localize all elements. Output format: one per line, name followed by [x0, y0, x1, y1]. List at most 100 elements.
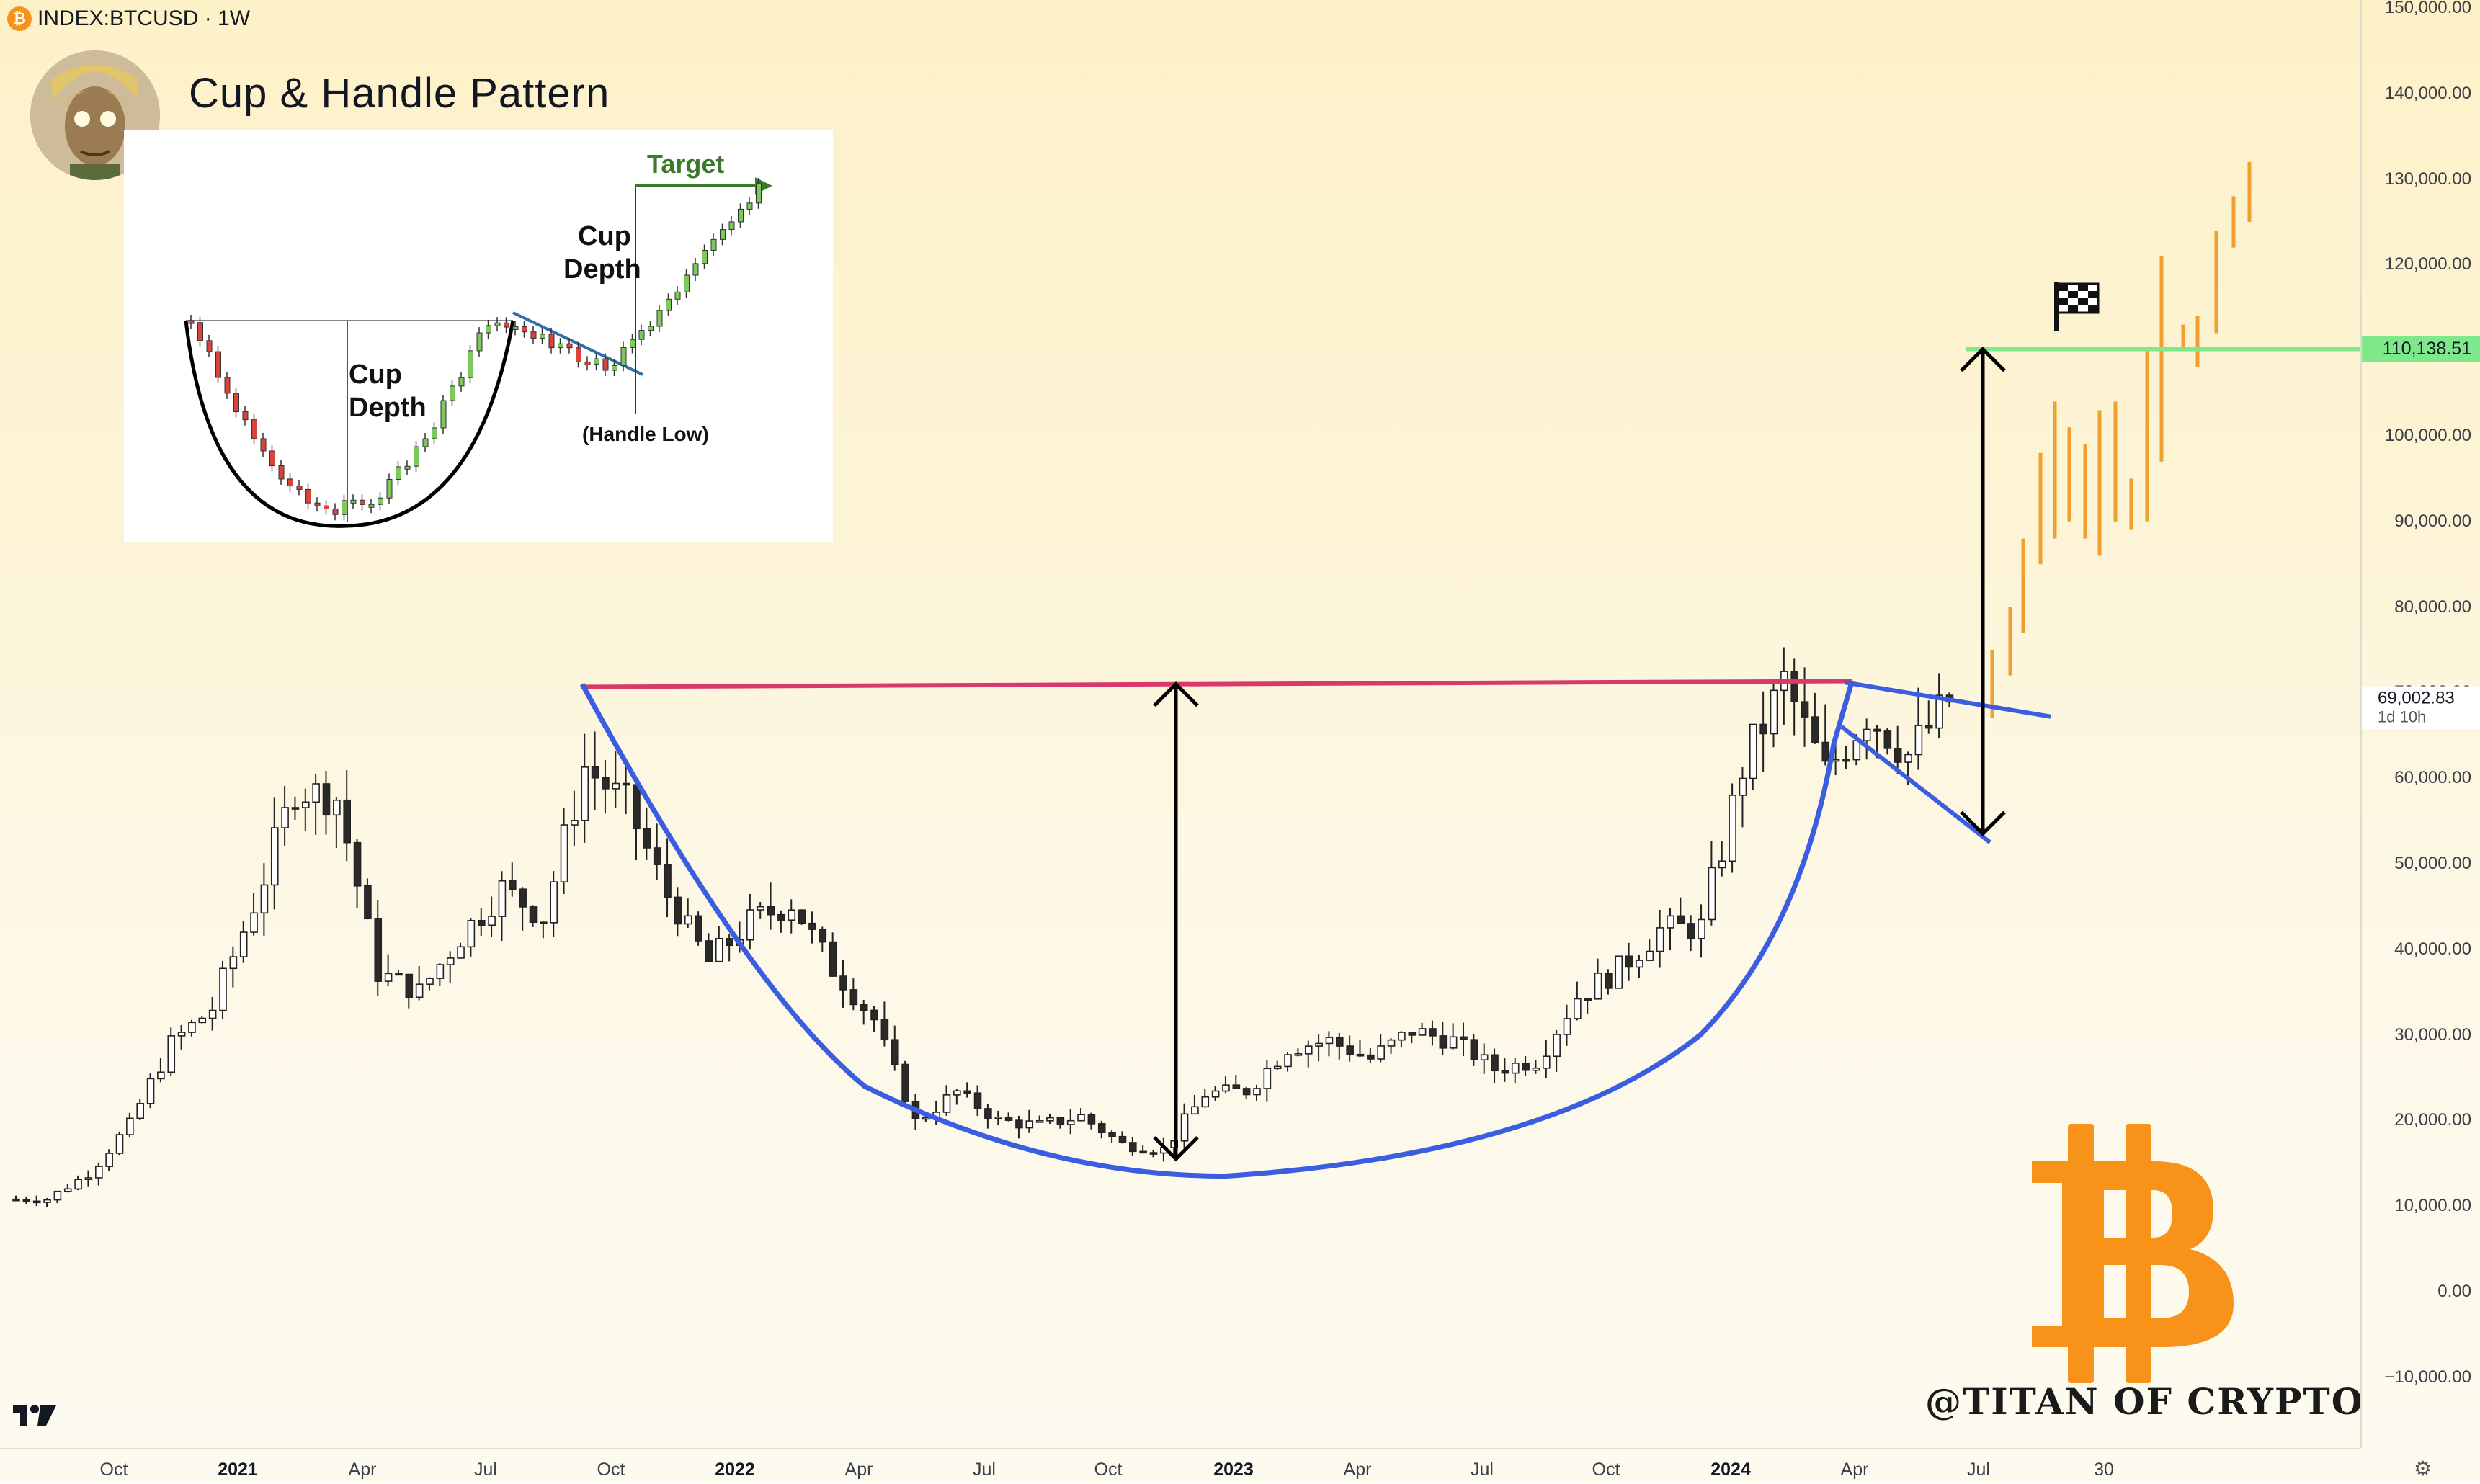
avatar	[30, 50, 160, 180]
handle-upper-trendline	[1844, 680, 2051, 719]
candle-up	[1749, 723, 1757, 779]
candle-up	[177, 1032, 186, 1037]
candle-up	[105, 1153, 113, 1167]
illustration-candle-down	[314, 502, 321, 506]
candle-down	[1924, 725, 1933, 729]
candle-down	[1232, 1084, 1241, 1089]
illustration-candle-up	[702, 249, 708, 264]
illustration-candle-up	[674, 291, 681, 300]
target-price-value: 110,138.51	[2382, 339, 2471, 359]
bitcoin-coin-icon: ₿	[7, 6, 32, 31]
cup-depth-label: Cup	[349, 359, 402, 390]
candle-up	[1739, 777, 1747, 796]
candle-down	[705, 940, 713, 962]
candle-up	[74, 1179, 82, 1190]
candle-down	[664, 864, 672, 898]
candle-down	[674, 896, 682, 925]
candle-up	[384, 973, 393, 982]
candle-down	[829, 941, 837, 977]
candle-up	[1636, 960, 1643, 968]
time-tick-label: Jul	[474, 1460, 497, 1480]
candle-up	[1253, 1088, 1261, 1096]
candle-down	[777, 913, 785, 921]
target-label: Target	[647, 149, 724, 179]
bitcoin-logo-icon	[2032, 1124, 2234, 1383]
illustration-candle-down	[305, 488, 311, 504]
candle-down	[819, 929, 827, 943]
candle-up	[1511, 1063, 1520, 1074]
illustration-candle-up	[710, 238, 717, 251]
candle-up	[757, 906, 764, 911]
candle-down	[540, 921, 548, 925]
candle-down	[849, 989, 858, 1006]
handle-lower-trendline	[1840, 725, 1991, 844]
illustration-candle-down	[566, 343, 573, 349]
candle-down	[1522, 1063, 1530, 1071]
page-title: Cup & Handle Pattern	[189, 70, 610, 117]
candle-down	[1883, 730, 1892, 749]
symbol-header[interactable]: ₿ INDEX:BTCUSD · 1W	[7, 3, 250, 35]
time-axis[interactable]: Oct 2021 Apr Jul Oct 2022 Apr Jul Oct 2023 Apr Jul O…	[0, 1448, 2360, 1484]
candle-up	[239, 931, 248, 957]
candle-up	[115, 1134, 124, 1154]
candle-up	[1852, 740, 1861, 761]
candle-up	[188, 1022, 196, 1033]
candle-down	[1687, 923, 1695, 939]
candle-down	[32, 1200, 41, 1204]
candle-up	[126, 1117, 134, 1135]
candle-down	[1367, 1054, 1375, 1060]
candle-countdown: 1d 10h	[2378, 707, 2427, 726]
candle-down	[519, 888, 527, 908]
candle-down	[1811, 716, 1819, 743]
illustration-candle-up	[612, 365, 617, 371]
candle-down	[1605, 973, 1613, 989]
candle-up	[167, 1035, 176, 1073]
time-tick-label: Jul	[973, 1460, 996, 1480]
candle-up	[1398, 1032, 1406, 1041]
cup-depth-label: Depth	[563, 254, 641, 285]
candle-down	[291, 807, 300, 810]
illustration-candle-down	[215, 351, 221, 378]
candle-down	[1139, 1150, 1147, 1154]
illustration-candle-up	[630, 339, 635, 348]
candle-up	[1273, 1065, 1282, 1070]
price-tick-label: 30,000.00	[2394, 1024, 2471, 1045]
candle-up	[157, 1071, 165, 1080]
candle-down	[1346, 1045, 1354, 1055]
illustration-candle-down	[233, 393, 239, 413]
candle-down	[1584, 998, 1592, 1001]
price-tick-label: 130,000.00	[2384, 169, 2471, 189]
illustration-candle-down	[522, 326, 527, 333]
candle-up	[333, 799, 341, 816]
price-tick-label: −10,000.00	[2384, 1367, 2471, 1387]
illustration-candle-down	[278, 465, 285, 480]
candle-down	[808, 922, 816, 930]
cup-depth-arrow	[1153, 681, 1199, 1162]
settings-gear-icon[interactable]: ⚙	[2414, 1457, 2432, 1480]
candle-up	[95, 1166, 103, 1179]
candles	[12, 647, 1954, 1207]
projected-move-arrow	[1960, 347, 2006, 836]
tradingview-logo-icon[interactable]	[12, 1400, 58, 1436]
candle-up	[1594, 973, 1602, 1000]
candle-up	[942, 1094, 951, 1113]
candle-up	[488, 916, 496, 926]
time-tick-label: Oct	[597, 1460, 625, 1480]
candle-up	[1077, 1114, 1085, 1122]
illustration-candle-down	[296, 486, 303, 490]
candle-down	[477, 919, 486, 926]
cup-depth-label: Cup	[578, 221, 631, 251]
illustration-candle-up	[414, 446, 419, 467]
candle-up	[560, 824, 568, 883]
candle-up	[1325, 1037, 1334, 1045]
illustration-candle-up	[486, 325, 491, 334]
candle-up	[415, 983, 424, 998]
candle-down	[643, 828, 651, 849]
illustration-candle-up	[648, 326, 654, 331]
candle-up	[1708, 867, 1716, 921]
candle-up	[1729, 795, 1736, 862]
illustration-candle-down	[530, 331, 537, 339]
candle-down	[1087, 1114, 1096, 1125]
candle-up	[1532, 1067, 1540, 1071]
